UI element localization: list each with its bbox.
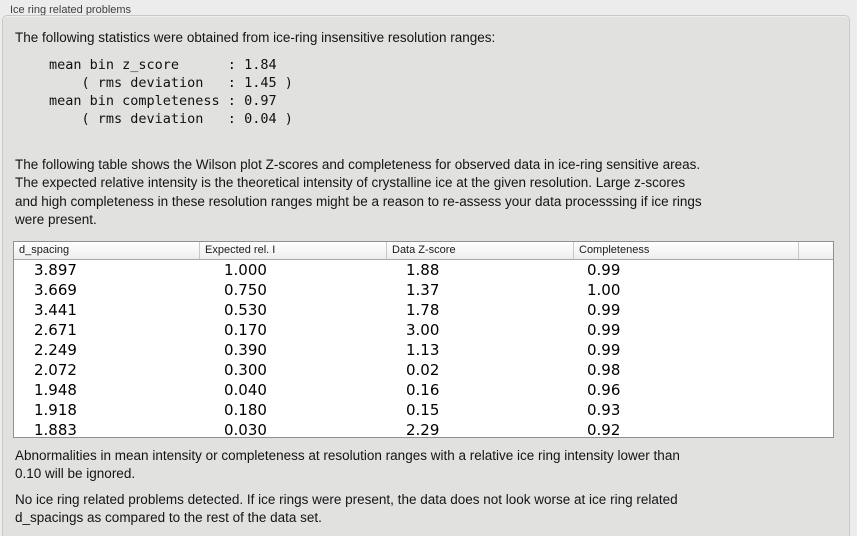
table-cell: 1.883 <box>34 421 77 438</box>
table-cell: 0.180 <box>224 401 267 419</box>
table-row[interactable]: 2.072 0.300 0.02 0.98 <box>14 360 833 380</box>
table-cell: 0.98 <box>587 361 621 379</box>
column-header-d-spacing[interactable]: d_spacing <box>14 242 200 259</box>
table-row[interactable]: 3.669 0.750 1.37 1.00 <box>14 280 833 300</box>
table-cell: 0.390 <box>224 341 267 359</box>
table-cell: 0.92 <box>587 421 621 438</box>
column-header-completeness[interactable]: Completeness <box>574 242 799 259</box>
table-cell: 0.99 <box>587 301 621 319</box>
table-cell: 1.00 <box>587 281 621 299</box>
table-cell: 0.750 <box>224 281 267 299</box>
table-cell: 0.99 <box>587 321 621 339</box>
stats-block: mean bin z_score : 1.84 ( rms deviation … <box>49 57 293 127</box>
column-header-data-z-score[interactable]: Data Z-score <box>387 242 574 259</box>
table-cell: 0.16 <box>406 381 440 399</box>
ice-ring-table: d_spacing Expected rel. I Data Z-score Comp… <box>13 241 834 438</box>
table-cell: 3.00 <box>406 321 440 339</box>
table-cell: 1.88 <box>406 261 440 279</box>
table-cell: 1.78 <box>406 301 440 319</box>
table-cell: 1.000 <box>224 261 267 279</box>
table-row[interactable]: 3.441 0.530 1.78 0.99 <box>14 300 833 320</box>
conclusion-note: No ice ring related problems detected. I… <box>15 492 678 525</box>
table-cell <box>799 320 833 340</box>
table-cell: 0.170 <box>224 321 267 339</box>
ice-ring-groupbox: The following statistics were obtained f… <box>2 15 850 536</box>
table-cell: 1.918 <box>34 401 77 419</box>
table-cell: 0.99 <box>587 341 621 359</box>
intro-text: The following statistics were obtained f… <box>15 30 496 45</box>
table-cell: 1.948 <box>34 381 77 399</box>
table-cell <box>799 360 833 380</box>
table-cell: 2.072 <box>34 361 77 379</box>
table-cell: 2.671 <box>34 321 77 339</box>
table-row[interactable]: 1.948 0.040 0.16 0.96 <box>14 380 833 400</box>
table-cell: 3.441 <box>34 301 77 319</box>
table-cell <box>799 260 833 280</box>
table-cell <box>799 400 833 420</box>
table-cell: 0.300 <box>224 361 267 379</box>
table-cell: 2.29 <box>406 421 440 438</box>
table-cell: 1.13 <box>406 341 440 359</box>
table-cell: 0.040 <box>224 381 267 399</box>
table-cell <box>799 280 833 300</box>
table-body: 3.897 1.000 1.88 0.99 3.669 0.750 1.37 1.00 3.44… <box>14 260 833 438</box>
table-cell <box>799 420 833 437</box>
table-cell: 0.530 <box>224 301 267 319</box>
table-cell <box>799 380 833 400</box>
table-cell <box>799 300 833 320</box>
table-cell: 0.99 <box>587 261 621 279</box>
table-cell: 0.02 <box>406 361 440 379</box>
table-cell: 0.93 <box>587 401 621 419</box>
table-cell: 1.37 <box>406 281 440 299</box>
table-row[interactable]: 2.249 0.390 1.13 0.99 <box>14 340 833 360</box>
table-cell: 3.897 <box>34 261 77 279</box>
table-row[interactable]: 2.671 0.170 3.00 0.99 <box>14 320 833 340</box>
table-cell: 0.030 <box>224 421 267 438</box>
table-header-row: d_spacing Expected rel. I Data Z-score Comp… <box>14 242 833 260</box>
table-cell: 3.669 <box>34 281 77 299</box>
table-description: The following table shows the Wilson plo… <box>15 157 702 228</box>
table-cell <box>799 340 833 360</box>
table-row[interactable]: 3.897 1.000 1.88 0.99 <box>14 260 833 280</box>
table-cell: 0.96 <box>587 381 621 399</box>
table-row[interactable]: 1.883 0.030 2.29 0.92 <box>14 420 833 438</box>
table-cell: 0.15 <box>406 401 440 419</box>
panel-title: Ice ring related problems <box>10 4 132 16</box>
table-row[interactable]: 1.918 0.180 0.15 0.93 <box>14 400 833 420</box>
ignore-threshold-note: Abnormalities in mean intensity or compl… <box>15 448 680 481</box>
table-cell: 2.249 <box>34 341 77 359</box>
column-header-blank[interactable] <box>799 242 833 259</box>
column-header-expected-rel-i[interactable]: Expected rel. I <box>200 242 387 259</box>
